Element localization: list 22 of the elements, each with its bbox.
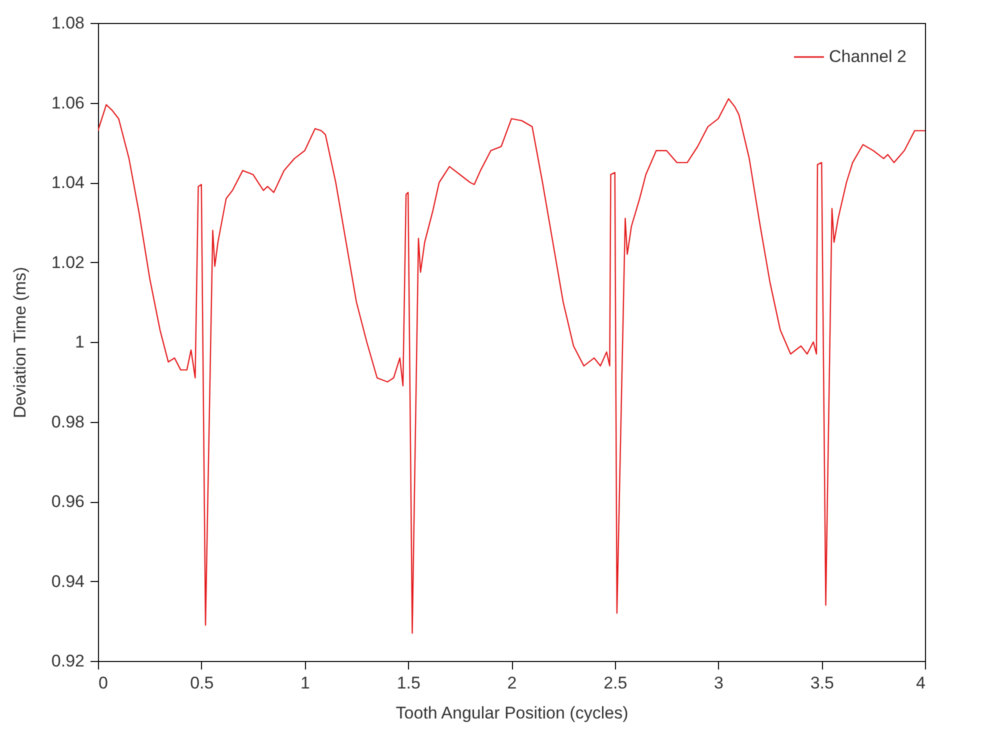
x-axis-title: Tooth Angular Position (cycles) bbox=[396, 704, 628, 722]
x-tick-label: 0 bbox=[98, 674, 108, 692]
y-tick-label: 0.92 bbox=[51, 652, 84, 670]
y-tick-label: 1.04 bbox=[51, 173, 84, 192]
x-tick-label: 0.5 bbox=[190, 674, 214, 692]
y-tick-label: 1.06 bbox=[51, 93, 84, 112]
y-axis-title: Deviation Time (ms) bbox=[10, 266, 30, 418]
y-tick-label: 0.94 bbox=[51, 572, 84, 591]
y-tick-label: 1.02 bbox=[51, 252, 84, 272]
x-tick-label: 3.5 bbox=[810, 674, 834, 692]
legend-label: Channel 2 bbox=[829, 47, 907, 66]
x-tick-label: 3 bbox=[714, 674, 724, 692]
x-tick-label: 4 bbox=[916, 674, 926, 692]
x-tick-label: 2.5 bbox=[604, 674, 628, 692]
y-tick-label: 0.98 bbox=[51, 412, 84, 432]
y-tick-label: 0.96 bbox=[51, 492, 84, 511]
x-tick-label: 2 bbox=[507, 674, 517, 692]
x-tick-label: 1.5 bbox=[396, 674, 420, 692]
y-tick-label: 1 bbox=[75, 332, 84, 352]
line-series bbox=[98, 98, 925, 634]
y-tick-label: 1.08 bbox=[51, 14, 84, 32]
x-tick-label: 1 bbox=[300, 674, 310, 692]
